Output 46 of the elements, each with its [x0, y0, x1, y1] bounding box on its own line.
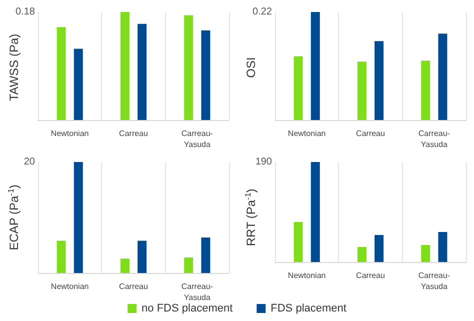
- x-tick-label: Carreau-Yasuda: [418, 129, 450, 149]
- text: 0.18: [16, 6, 36, 18]
- bar: [184, 257, 194, 273]
- bar: [56, 27, 66, 120]
- bar: [310, 12, 320, 120]
- x-tick-label: Carreau: [119, 129, 148, 138]
- text: 190: [255, 156, 272, 168]
- text: 0.22: [252, 6, 272, 18]
- y-axis-title: RRT (Pa-1): [244, 188, 258, 246]
- bar: [56, 240, 66, 273]
- bar: [357, 62, 366, 120]
- bar: [438, 34, 448, 120]
- x-tick-label: Carreau: [356, 271, 385, 280]
- bar: [74, 48, 83, 120]
- bar: [374, 41, 384, 120]
- bar: [421, 60, 430, 120]
- bar: [138, 240, 147, 273]
- x-tick-label: Carreau: [356, 129, 385, 138]
- x-tick-label: Carreau-Yasuda: [181, 282, 214, 302]
- bar: [201, 237, 210, 273]
- x-tick-label: Newtonian: [288, 129, 326, 138]
- y-axis-title: TAWSS (Pa): [7, 34, 21, 102]
- legend-label: no FDS placement: [142, 302, 233, 314]
- bar: [120, 12, 130, 120]
- x-tick-label: Carreau-Yasuda: [418, 271, 450, 291]
- y-axis-title: ECAP (Pa-1): [6, 184, 21, 250]
- bar: [184, 15, 194, 120]
- y-axis-title: OSI: [244, 57, 258, 78]
- text: 20: [24, 156, 36, 168]
- x-tick-label: Newtonian: [288, 271, 326, 280]
- x-tick-label: Carreau: [119, 282, 148, 291]
- x-tick-label: Newtonian: [50, 129, 89, 138]
- bar: [438, 232, 448, 262]
- x-tick-label: Newtonian: [50, 282, 89, 291]
- bar: [294, 56, 303, 120]
- bar: [138, 24, 147, 120]
- bar: [201, 30, 210, 120]
- bar: [374, 235, 384, 262]
- bar: [120, 258, 130, 273]
- x-tick-label: Carreau-Yasuda: [181, 129, 214, 149]
- bar: [74, 162, 83, 273]
- bar: [357, 247, 366, 262]
- bar: [310, 162, 320, 262]
- bar: [421, 245, 430, 262]
- legend-label: FDS placement: [270, 302, 346, 314]
- bar: [294, 222, 303, 262]
